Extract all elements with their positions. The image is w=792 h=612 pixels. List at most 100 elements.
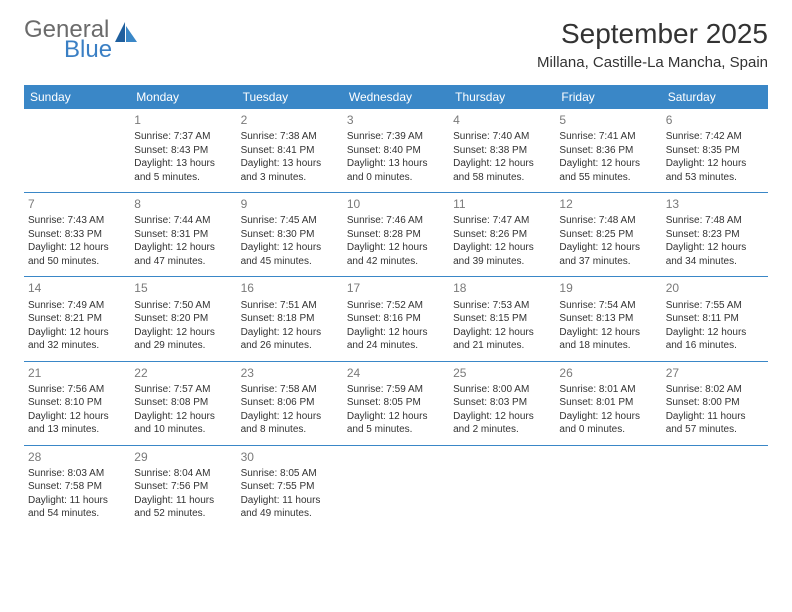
daylight-line: Daylight: 12 hours and 50 minutes. bbox=[28, 241, 126, 268]
header: General Blue September 2025 Millana, Cas… bbox=[24, 18, 768, 71]
sunrise-line: Sunrise: 7:37 AM bbox=[134, 130, 232, 144]
day-number: 15 bbox=[134, 280, 232, 296]
calendar-day-cell: 8Sunrise: 7:44 AMSunset: 8:31 PMDaylight… bbox=[130, 193, 236, 277]
day-number: 6 bbox=[666, 112, 764, 128]
calendar-table: Sunday Monday Tuesday Wednesday Thursday… bbox=[24, 85, 768, 529]
sunrise-line: Sunrise: 7:55 AM bbox=[666, 299, 764, 313]
daylight-line: Daylight: 12 hours and 24 minutes. bbox=[347, 326, 445, 353]
calendar-day-cell: 12Sunrise: 7:48 AMSunset: 8:25 PMDayligh… bbox=[555, 193, 661, 277]
daylight-line: Daylight: 12 hours and 8 minutes. bbox=[241, 410, 339, 437]
daylight-line: Daylight: 12 hours and 29 minutes. bbox=[134, 326, 232, 353]
calendar-day-cell: 26 Sunrise: 8:01 AMSunset: 8:01 PMDayligh… bbox=[555, 361, 661, 445]
sunrise-line: Sunrise: 8:02 AM bbox=[666, 383, 764, 397]
weekday-header: Friday bbox=[555, 85, 661, 109]
sunset-line: Sunset: 8:11 PM bbox=[666, 312, 764, 326]
calendar-day-cell: 3Sunrise: 7:39 AMSunset: 8:40 PMDaylight… bbox=[343, 109, 449, 193]
calendar-week-row: 21Sunrise: 7:56 AMSunset: 8:10 PMDayligh… bbox=[24, 361, 768, 445]
daylight-line: Daylight: 12 hours and 16 minutes. bbox=[666, 326, 764, 353]
weekday-header: Sunday bbox=[24, 85, 130, 109]
day-number: 16 bbox=[241, 280, 339, 296]
sunset-line: Sunset: 8:30 PM bbox=[241, 228, 339, 242]
calendar-day-cell bbox=[343, 445, 449, 529]
calendar-week-row: 14Sunrise: 7:49 AMSunset: 8:21 PMDayligh… bbox=[24, 277, 768, 361]
daylight-line: Daylight: 12 hours and 45 minutes. bbox=[241, 241, 339, 268]
daylight-line: Daylight: 12 hours and 53 minutes. bbox=[666, 157, 764, 184]
calendar-day-cell: 5Sunrise: 7:41 AMSunset: 8:36 PMDaylight… bbox=[555, 109, 661, 193]
day-number: 22 bbox=[134, 365, 232, 381]
day-number: 19 bbox=[559, 280, 657, 296]
weekday-header-row: Sunday Monday Tuesday Wednesday Thursday… bbox=[24, 85, 768, 109]
calendar-day-cell: 9 Sunrise: 7:45 AMSunset: 8:30 PMDaylight… bbox=[237, 193, 343, 277]
calendar-day-cell: 22Sunrise: 7:57 AMSunset: 8:08 PMDayligh… bbox=[130, 361, 236, 445]
calendar-day-cell: 4 Sunrise: 7:40 AMSunset: 8:38 PMDaylight… bbox=[449, 109, 555, 193]
sunrise-line: Sunrise: 8:01 AM bbox=[559, 383, 657, 397]
calendar-day-cell bbox=[662, 445, 768, 529]
daylight-line: Daylight: 11 hours and 54 minutes. bbox=[28, 494, 126, 521]
sunrise-line: Sunrise: 7:54 AM bbox=[559, 299, 657, 313]
calendar-week-row: 1Sunrise: 7:37 AMSunset: 8:43 PMDaylight… bbox=[24, 109, 768, 193]
daylight-line: Daylight: 12 hours and 58 minutes. bbox=[453, 157, 551, 184]
sunrise-line: Sunrise: 7:58 AM bbox=[241, 383, 339, 397]
day-number: 26 bbox=[559, 365, 657, 381]
sunrise-line: Sunrise: 7:44 AM bbox=[134, 214, 232, 228]
logo: General Blue bbox=[24, 18, 137, 62]
day-number: 27 bbox=[666, 365, 764, 381]
logo-text-blue: Blue bbox=[64, 38, 112, 62]
day-number: 30 bbox=[241, 449, 339, 465]
daylight-line: Daylight: 12 hours and 32 minutes. bbox=[28, 326, 126, 353]
calendar-day-cell: 29Sunrise: 8:04 AMSunset: 7:56 PMDayligh… bbox=[130, 445, 236, 529]
day-number: 21 bbox=[28, 365, 126, 381]
daylight-line: Daylight: 12 hours and 0 minutes. bbox=[559, 410, 657, 437]
sunrise-line: Sunrise: 7:38 AM bbox=[241, 130, 339, 144]
sunset-line: Sunset: 8:38 PM bbox=[453, 144, 551, 158]
day-number: 9 bbox=[241, 196, 339, 212]
sunset-line: Sunset: 8:26 PM bbox=[453, 228, 551, 242]
calendar-day-cell bbox=[24, 109, 130, 193]
calendar-day-cell bbox=[555, 445, 661, 529]
day-number: 11 bbox=[453, 196, 551, 212]
calendar-day-cell: 16Sunrise: 7:51 AMSunset: 8:18 PMDayligh… bbox=[237, 277, 343, 361]
calendar-day-cell: 15Sunrise: 7:50 AMSunset: 8:20 PMDayligh… bbox=[130, 277, 236, 361]
sunrise-line: Sunrise: 7:52 AM bbox=[347, 299, 445, 313]
sunset-line: Sunset: 8:10 PM bbox=[28, 396, 126, 410]
day-number: 8 bbox=[134, 196, 232, 212]
sunrise-line: Sunrise: 7:45 AM bbox=[241, 214, 339, 228]
sunset-line: Sunset: 8:36 PM bbox=[559, 144, 657, 158]
day-number: 29 bbox=[134, 449, 232, 465]
sunrise-line: Sunrise: 7:46 AM bbox=[347, 214, 445, 228]
daylight-line: Daylight: 13 hours and 5 minutes. bbox=[134, 157, 232, 184]
sunrise-line: Sunrise: 7:40 AM bbox=[453, 130, 551, 144]
logo-sail-icon bbox=[115, 22, 137, 47]
daylight-line: Daylight: 12 hours and 37 minutes. bbox=[559, 241, 657, 268]
sunset-line: Sunset: 8:01 PM bbox=[559, 396, 657, 410]
sunset-line: Sunset: 8:08 PM bbox=[134, 396, 232, 410]
daylight-line: Daylight: 12 hours and 13 minutes. bbox=[28, 410, 126, 437]
day-number: 25 bbox=[453, 365, 551, 381]
sunrise-line: Sunrise: 7:56 AM bbox=[28, 383, 126, 397]
daylight-line: Daylight: 12 hours and 18 minutes. bbox=[559, 326, 657, 353]
calendar-day-cell: 10Sunrise: 7:46 AMSunset: 8:28 PMDayligh… bbox=[343, 193, 449, 277]
day-number: 24 bbox=[347, 365, 445, 381]
sunset-line: Sunset: 8:13 PM bbox=[559, 312, 657, 326]
weekday-header: Wednesday bbox=[343, 85, 449, 109]
sunset-line: Sunset: 8:21 PM bbox=[28, 312, 126, 326]
day-number: 13 bbox=[666, 196, 764, 212]
day-number: 4 bbox=[453, 112, 551, 128]
day-number: 20 bbox=[666, 280, 764, 296]
weekday-header: Tuesday bbox=[237, 85, 343, 109]
sunrise-line: Sunrise: 8:05 AM bbox=[241, 467, 339, 481]
calendar-day-cell: 28Sunrise: 8:03 AMSunset: 7:58 PMDayligh… bbox=[24, 445, 130, 529]
sunrise-line: Sunrise: 7:43 AM bbox=[28, 214, 126, 228]
day-number: 3 bbox=[347, 112, 445, 128]
day-number: 1 bbox=[134, 112, 232, 128]
sunrise-line: Sunrise: 7:48 AM bbox=[559, 214, 657, 228]
daylight-line: Daylight: 12 hours and 5 minutes. bbox=[347, 410, 445, 437]
calendar-day-cell: 7Sunrise: 7:43 AMSunset: 8:33 PMDaylight… bbox=[24, 193, 130, 277]
sunset-line: Sunset: 7:58 PM bbox=[28, 480, 126, 494]
daylight-line: Daylight: 12 hours and 21 minutes. bbox=[453, 326, 551, 353]
sunrise-line: Sunrise: 7:39 AM bbox=[347, 130, 445, 144]
day-number: 28 bbox=[28, 449, 126, 465]
month-title: September 2025 bbox=[537, 18, 768, 50]
calendar-day-cell: 30Sunrise: 8:05 AMSunset: 7:55 PMDayligh… bbox=[237, 445, 343, 529]
sunrise-line: Sunrise: 7:48 AM bbox=[666, 214, 764, 228]
